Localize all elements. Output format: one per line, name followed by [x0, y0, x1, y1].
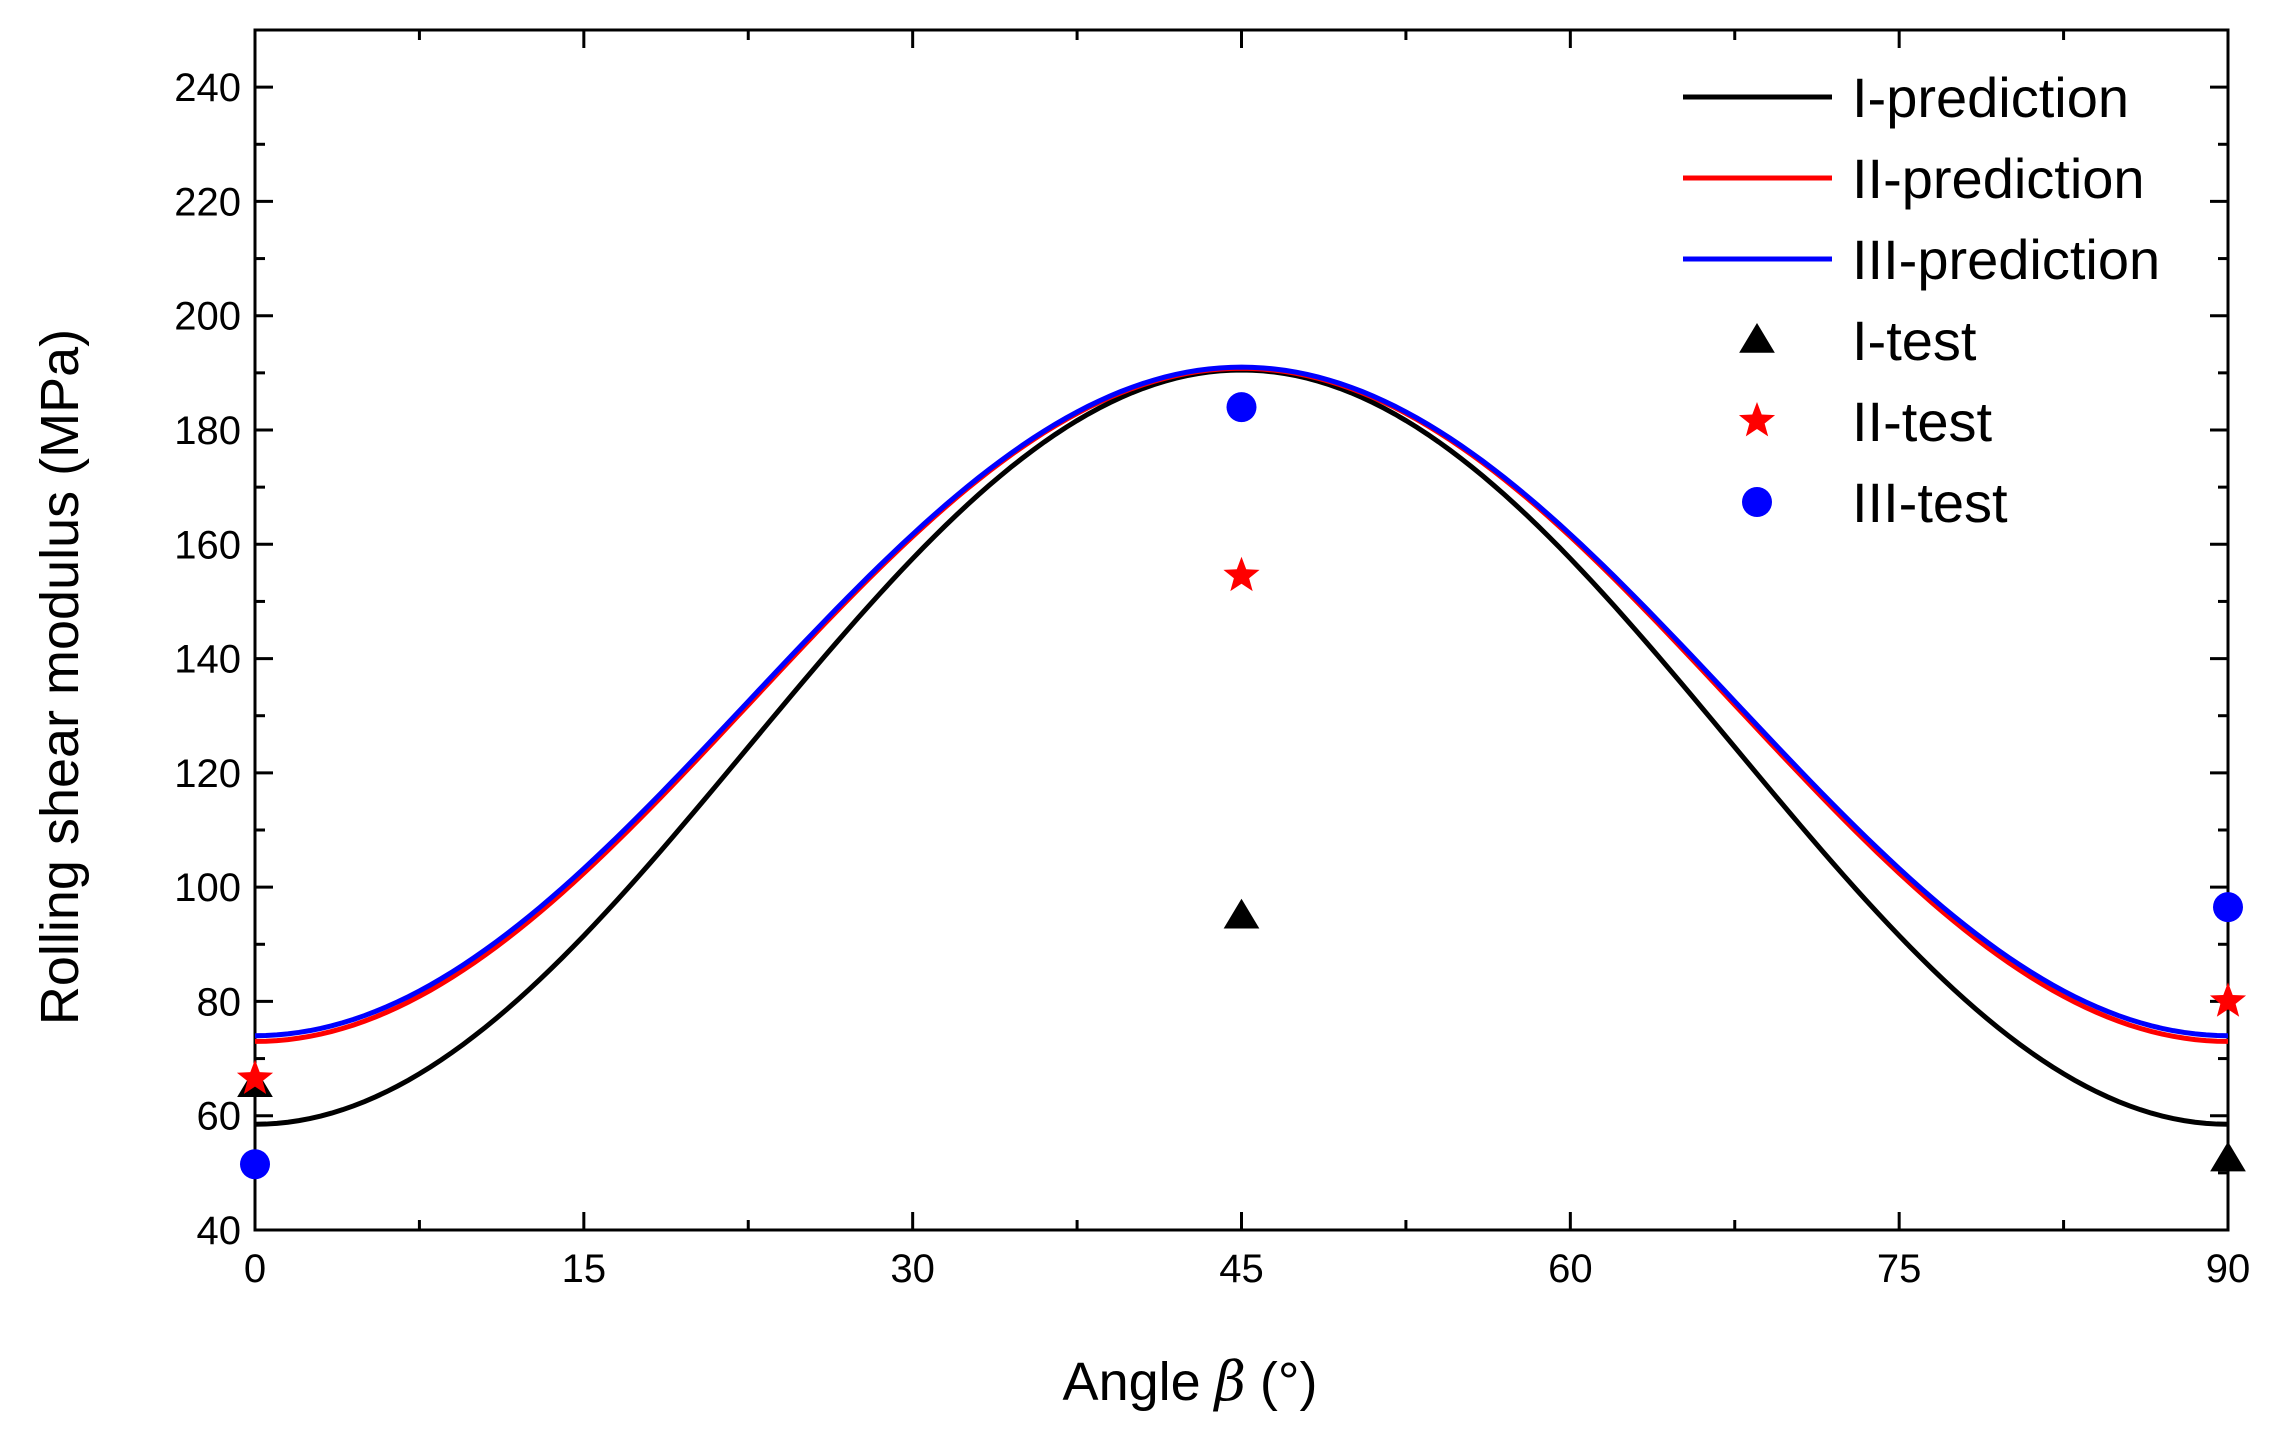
x-axis-title-text: Angle [1063, 1352, 1201, 1412]
x-tick-label: 30 [890, 1247, 935, 1291]
series-line-III-prediction [254, 364, 2229, 1039]
legend: I-prediction II-prediction III-prediction I… [1683, 66, 2160, 534]
x-axis-title: Angle β (°) [1063, 1350, 1318, 1413]
x-tick-label: 75 [1877, 1247, 1922, 1291]
x-axis-title-unit: (°) [1260, 1352, 1318, 1412]
data-point-III-test [1226, 392, 1257, 423]
x-tick-label: 45 [1219, 1247, 1264, 1291]
legend-label: II-test [1852, 390, 1992, 453]
y-tick-label: 80 [197, 980, 242, 1024]
legend-swatch-III-test [1742, 487, 1772, 517]
legend-label: III-prediction [1852, 228, 2160, 291]
y-tick-label: 100 [174, 866, 241, 910]
legend-label: III-test [1852, 471, 2008, 534]
x-tick-label: 0 [244, 1247, 266, 1291]
legend-label: I-test [1852, 309, 1977, 372]
legend-swatch-II-test [1738, 402, 1776, 437]
x-tick-label: 15 [562, 1247, 607, 1291]
y-tick-label: 240 [174, 66, 241, 110]
legend-label: II-prediction [1852, 147, 2145, 210]
y-tick-label: 220 [174, 180, 241, 224]
y-tick-label: 120 [174, 752, 241, 796]
plot-frame [253, 28, 2230, 1232]
x-tick-label: 90 [2206, 1247, 2251, 1291]
y-tick-label: 140 [174, 638, 241, 682]
data-point-III-test [240, 1149, 270, 1180]
y-tick-label: 60 [197, 1095, 242, 1139]
axes: 0 15 30 45 60 75 90 40 60 80 100 120 140 160 180 200 220… [174, 28, 2251, 1291]
data-point-I-test [1223, 898, 1260, 929]
legend-swatch-I-test [1739, 323, 1775, 353]
data-point-II-test [1223, 556, 1260, 592]
y-tick-label: 40 [197, 1209, 242, 1253]
data-point-II-test [2209, 982, 2247, 1017]
y-axis-title: Rolling shear modulus (MPa) [30, 329, 90, 1025]
data-point-I-test [2210, 1141, 2246, 1172]
x-tick-label: 60 [1548, 1247, 1593, 1291]
data-point-II-test [236, 1059, 274, 1094]
data-point-III-test [2213, 892, 2243, 923]
y-tick-label: 160 [174, 523, 241, 567]
x-axis-title-symbol: β [1213, 1350, 1246, 1413]
series-line-II-prediction [254, 365, 2229, 1044]
y-tick-label: 180 [174, 409, 241, 453]
plot-area [236, 364, 2247, 1180]
legend-label: I-prediction [1852, 66, 2129, 129]
y-tick-label: 200 [174, 295, 241, 339]
